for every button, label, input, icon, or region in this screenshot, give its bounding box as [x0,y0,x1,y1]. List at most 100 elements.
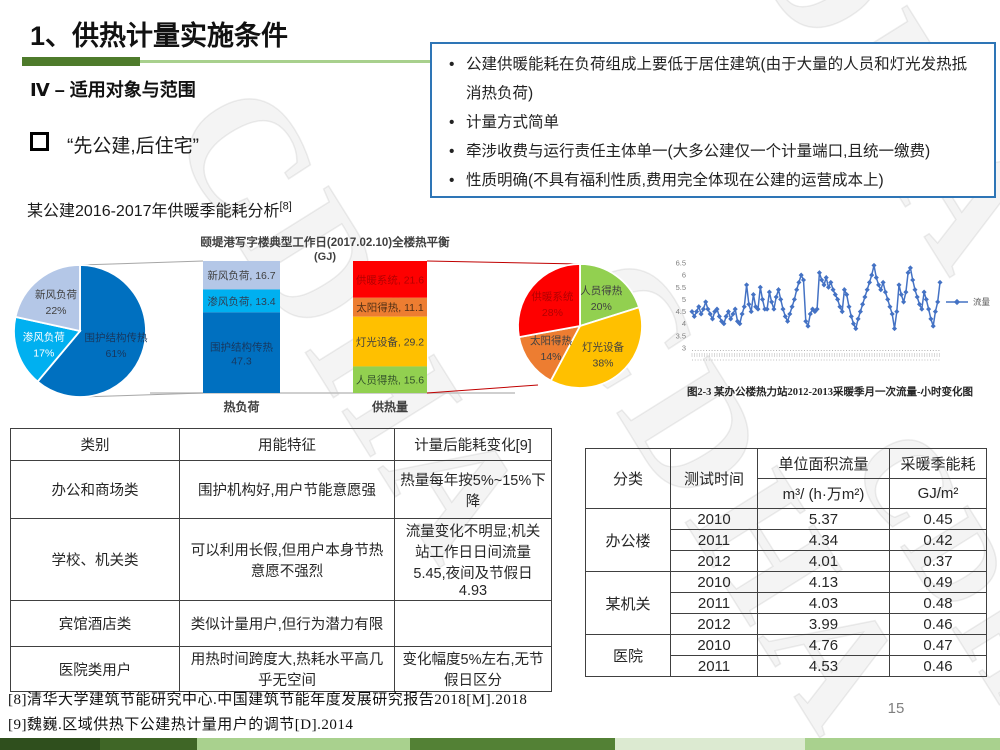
references: [8]清华大学建筑节能研究中心.中国建筑节能年度发展研究报告2018[M].20… [8,688,527,738]
table-cell: 4.53 [757,655,890,677]
table-cell: 4.13 [757,571,890,593]
table-row: 某机关 2010 4.13 0.49 [585,571,987,635]
flow-line-chart: 6.5 6 5.5 5 4.5 4 3.5 3 流量 图2-3 某办公楼热力站2012-2013… [660,240,1000,410]
reference-line: [9]魏巍.区域供热下公建热计量用户的调节[D].2014 [8,717,354,733]
svg-text:28%: 28% [542,307,563,319]
table-cell: 宾馆酒店类 [10,600,180,647]
table-cell: 2011 [670,592,758,614]
table-row: 2011 4.03 0.48 [586,592,987,614]
table-group-cell: 某机关 [585,571,671,635]
table-cell: 用热时间跨度大,热耗水平高几乎无空间 [179,646,395,692]
table-header-cell: m³/ (h·万m²) [757,478,890,509]
title-underline-line [140,60,432,63]
table-cell: 学校、机关类 [10,518,180,601]
svg-text:3.5: 3.5 [676,331,686,340]
svg-text:22%: 22% [45,305,66,317]
flow-line-chart-caption: 图2-3 某办公楼热力站2012-2013采暖季月一次流量-小时变化图 [686,387,974,398]
table-header-cell: 单位面积流量 [757,448,890,479]
building-types-table: 类别 用能特征 计量后能耗变化[9] 办公和商场类 围护机构好,用户节能意愿强 热量每年按… [10,428,552,692]
svg-text:流量: 流量 [973,297,991,307]
table-cell: 0.42 [889,529,987,551]
heat-balance-chart: 颐堤港写字楼典型工作日(2017.02.10)全楼热平衡 (GJ) 新风负荷, … [0,228,660,422]
footer-bar-segment [410,738,615,750]
table-group-cell: 医院 [585,634,671,677]
svg-text:人员得热: 人员得热 [580,284,622,297]
svg-text:61%: 61% [105,348,126,360]
svg-text:人员得热, 15.6: 人员得热, 15.6 [356,374,424,387]
table-cell: 4.03 [757,592,890,614]
info-box-item: 牵涉收费与运行责任主体单一(大多公建仅一个计量端口,且统一缴费) [449,137,971,166]
table-cell: 2011 [670,529,758,551]
table-cell: 4.34 [757,529,890,551]
info-box: 公建供暖能耗在负荷组成上要低于居住建筑(由于大量的人员和灯光发热抵消热负荷) 计… [430,42,996,198]
svg-text:14%: 14% [540,351,561,363]
table-row: 2011 4.53 0.46 [586,655,987,677]
svg-text:38%: 38% [592,358,613,370]
footer-bar-segment [615,738,805,750]
table-cell: 4.01 [757,550,890,572]
svg-text:渗风负荷, 13.4: 渗风负荷, 13.4 [207,295,275,308]
table-cell: 2011 [670,655,758,677]
svg-text:新风负荷, 16.7: 新风负荷, 16.7 [207,269,275,282]
title-underline-accent [22,57,140,66]
table-group-cell: 办公楼 [585,508,671,572]
reference-line: [8]清华大学建筑节能研究中心.中国建筑节能年度发展研究报告2018[M].20… [8,692,528,708]
table-cell: 0.46 [889,655,987,677]
table-cell: 变化幅度5%左右,无节假日区分 [394,646,552,692]
flow-energy-table: 分类 测试时间 单位面积流量 采暖季能耗 m³/ (h·万m²) GJ/m² 办公楼 2010… [585,448,987,677]
footer-bar-segment [805,738,1000,750]
info-box-item: 公建供暖能耗在负荷组成上要低于居住建筑(由于大量的人员和灯光发热抵消热负荷) [449,50,971,108]
flow-line-chart-svg: 6.5 6 5.5 5 4.5 4 3.5 3 流量 [676,259,991,361]
svg-text:围护结构传热: 围护结构传热 [85,331,148,344]
svg-text:太阳得热: 太阳得热 [530,334,572,347]
table-cell: 2010 [670,634,758,656]
heat-balance-chart-title: 颐堤港写字楼典型工作日(2017.02.10)全楼热平衡 [200,237,450,249]
analysis-title: 某公建2016-2017年供暖季能耗分析[8] [27,197,292,221]
table-header-cell: 计量后能耗变化[9] [394,428,552,461]
info-box-list: 公建供暖能耗在负荷组成上要低于居住建筑(由于大量的人员和灯光发热抵消热负荷) 计… [432,44,994,195]
table-header-cell: 分类 [585,448,671,509]
table-header-cell: 用能特征 [179,428,395,461]
table-cell: 4.76 [757,634,890,656]
svg-text:4: 4 [682,319,686,328]
heat-balance-chart-unit: (GJ) [314,251,336,263]
footer-bar-segment [100,738,197,750]
table-cell: 0.46 [889,613,987,635]
table-cell: 0.45 [889,508,987,530]
table-cell: 类似计量用户,但行为潜力有限 [179,600,395,647]
table-cell: 流量变化不明显;机关站工作日日间流量5.45,夜间及节假日4.93 [394,518,552,601]
table-header-cell: 测试时间 [670,448,758,509]
info-box-item: 计量方式简单 [449,108,971,137]
svg-text:47.3: 47.3 [231,356,252,368]
svg-text:5.5: 5.5 [676,283,686,292]
key-point: “先公建,后住宅” [30,131,199,158]
table-cell [394,600,552,647]
table-row: 办公楼 2010 5.37 0.45 [585,508,987,572]
table-cell: 办公和商场类 [10,460,180,519]
svg-text:太阳得热, 11.1: 太阳得热, 11.1 [356,301,424,314]
square-bullet-icon [30,132,49,151]
heat-balance-chart-svg: 新风负荷, 16.7 渗风负荷, 13.4 围护结构传热 47.3 热负荷 供暖系统, 2… [13,260,643,414]
svg-text:灯光设备: 灯光设备 [582,341,624,354]
table-header-cell: 类别 [10,428,180,461]
svg-text:17%: 17% [33,347,54,359]
svg-text:渗风负荷: 渗风负荷 [23,330,65,343]
table-cell: 0.49 [889,571,987,593]
svg-text:热负荷: 热负荷 [223,399,259,414]
table-header-cell: GJ/m² [889,478,987,509]
analysis-title-text: 某公建2016-2017年供暖季能耗分析 [27,203,280,220]
svg-text:围护结构传热: 围护结构传热 [210,341,273,354]
page-title: 1、供热计量实施条件 [30,21,289,51]
svg-text:供暖系统, 21.6: 供暖系统, 21.6 [356,273,424,286]
svg-text:灯光设备, 29.2: 灯光设备, 29.2 [356,336,424,349]
info-box-item: 性质明确(不具有福利性质,费用完全体现在公建的运营成本上) [449,166,971,195]
table-cell: 医院类用户 [10,646,180,692]
svg-text:3: 3 [682,344,686,353]
table-cell: 2010 [670,508,758,530]
table-cell: 0.48 [889,592,987,614]
svg-text:新风负荷: 新风负荷 [35,288,77,301]
table-row: 2012 4.01 0.37 [586,550,987,572]
table-header-cell: 采暖季能耗 [889,448,987,479]
table-cell: 2012 [670,613,758,635]
key-point-text: “先公建,后住宅” [67,136,199,157]
